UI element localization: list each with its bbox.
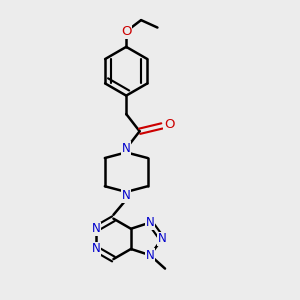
Text: O: O bbox=[164, 118, 174, 130]
Text: N: N bbox=[122, 142, 130, 155]
Text: O: O bbox=[121, 25, 131, 38]
Text: N: N bbox=[92, 242, 100, 256]
Text: N: N bbox=[92, 222, 100, 235]
Text: N: N bbox=[146, 216, 154, 229]
Text: N: N bbox=[158, 232, 167, 245]
Text: N: N bbox=[146, 249, 154, 262]
Text: N: N bbox=[122, 189, 130, 202]
